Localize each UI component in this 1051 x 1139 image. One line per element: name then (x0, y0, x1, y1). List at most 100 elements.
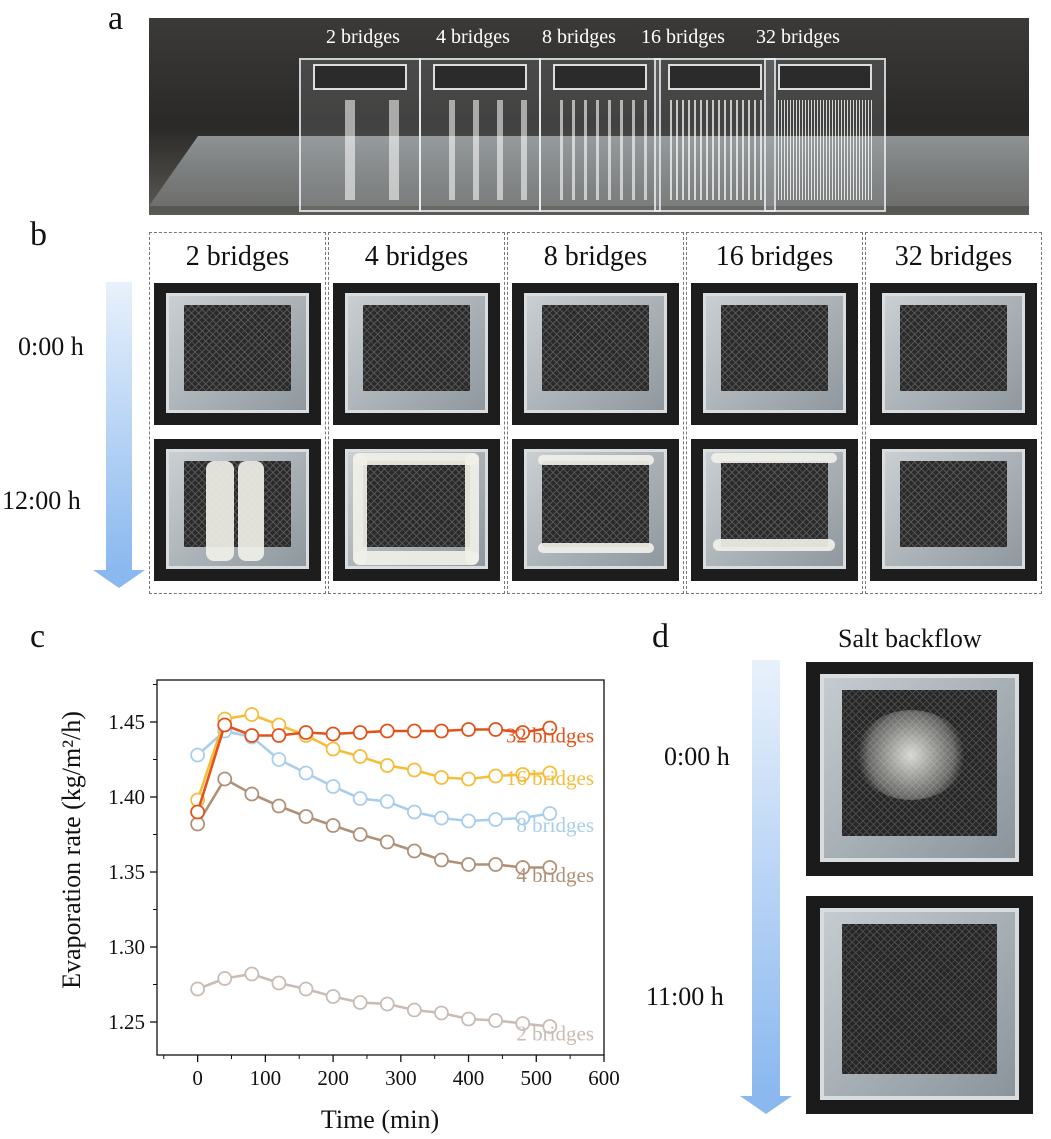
chart-series: 2 bridges 4 bridges 8 bridges 16 bridges 32 … (190, 707, 594, 1046)
data-point (352, 749, 368, 764)
photo-32-bridges-start (870, 283, 1037, 425)
data-point (298, 809, 314, 824)
data-point (190, 747, 206, 763)
data-point (434, 770, 449, 785)
data-point (379, 996, 395, 1012)
data-point (461, 813, 476, 829)
label-a-4-bridges: 4 bridges (436, 26, 510, 48)
data-point (542, 765, 558, 781)
label-a-8-bridges: 8 bridges (542, 26, 616, 48)
photo-16-bridges-end (691, 439, 858, 581)
panel-d-letter: d (652, 618, 669, 655)
data-point (542, 860, 558, 875)
data-point (244, 707, 260, 722)
time-label-end-b: 12:00 h (2, 486, 81, 515)
time-arrow-d-head (740, 1096, 792, 1114)
data-point (352, 827, 368, 842)
data-point (271, 975, 287, 991)
series-label: 32 bridges (506, 723, 594, 747)
data-point (515, 1016, 531, 1031)
x-tick-label: 600 (588, 1066, 620, 1090)
data-point (244, 786, 260, 802)
plot-frame (156, 679, 605, 1056)
data-point (217, 771, 233, 787)
data-point (379, 794, 395, 809)
series-label: 8 bridges (516, 813, 594, 837)
label-a-2-bridges: 2 bridges (326, 26, 400, 48)
data-point (515, 860, 531, 875)
device-32-bridges (764, 58, 886, 212)
column-heading: 2 bridges (185, 241, 290, 272)
photo-8-bridges-end (512, 439, 679, 581)
photo-backflow-start (806, 662, 1033, 876)
data-point (217, 971, 233, 986)
device-8-bridges (539, 58, 661, 212)
data-point (325, 818, 341, 833)
photo-4-bridges-start (333, 283, 500, 425)
data-point (488, 857, 504, 872)
data-point (271, 752, 287, 767)
x-tick-label: 500 (521, 1066, 553, 1090)
data-point (271, 728, 287, 743)
data-point (488, 722, 504, 737)
evaporation-rate-chart: 0 100 200 300 400 500 6001.251.301.351.401.45 … (57, 679, 620, 1134)
data-point (298, 725, 314, 740)
data-point (434, 852, 449, 868)
x-tick-label: 0 (192, 1066, 203, 1090)
data-point (325, 741, 341, 757)
label-a-32-bridges: 32 bridges (756, 26, 840, 48)
data-point (379, 834, 395, 850)
photo-32-bridges-end (870, 439, 1037, 581)
data-point (352, 725, 368, 740)
time-arrow-b-head (93, 570, 145, 588)
data-point (190, 816, 206, 832)
x-tick-label: 100 (250, 1066, 282, 1090)
data-point (271, 798, 287, 814)
data-point (515, 810, 531, 826)
y-tick-label: 1.45 (108, 710, 145, 734)
panel-a-letter: a (108, 0, 124, 37)
data-point (244, 728, 260, 743)
data-point (406, 804, 422, 820)
photo-2-bridges-end (154, 439, 321, 581)
device-16-bridges (654, 58, 776, 212)
column-4-bridges: 4 bridges (328, 232, 505, 594)
chart-axes: 0 100 200 300 400 500 600 1.25 1.30 1.35 1.40 1.45 (108, 679, 620, 1090)
x-tick-label: 300 (385, 1066, 417, 1090)
data-point (434, 723, 449, 739)
data-point (542, 1019, 558, 1034)
data-point (325, 989, 341, 1004)
photo-8-bridges-start (512, 283, 679, 425)
column-heading: 8 bridges (543, 241, 648, 272)
panel-d-title: Salt backflow (838, 624, 982, 653)
salt-comparison-grid: 2 bridges 4 bridges 8 bridges 16 bridges… (149, 232, 1042, 594)
data-point (488, 812, 504, 827)
column-heading: 32 bridges (894, 241, 1013, 272)
column-16-bridges: 16 bridges (686, 232, 863, 594)
y-tick-label: 1.25 (108, 1010, 145, 1034)
data-point (434, 1005, 449, 1021)
data-point (298, 765, 314, 781)
data-point (379, 758, 395, 773)
column-2-bridges: 2 bridges (149, 232, 326, 594)
data-point (325, 779, 341, 794)
data-point (488, 768, 504, 784)
label-a-16-bridges: 16 bridges (641, 26, 725, 48)
data-point (542, 720, 558, 736)
column-heading: 16 bridges (715, 241, 834, 272)
data-point (461, 1011, 476, 1027)
data-point (244, 966, 260, 982)
x-tick-label: 200 (317, 1066, 349, 1090)
data-point (352, 791, 368, 806)
y-tick-label: 1.35 (108, 860, 145, 884)
data-point (461, 771, 476, 787)
y-tick-label: 1.30 (108, 935, 145, 959)
data-point (190, 804, 206, 820)
panel-c-letter: c (30, 618, 46, 655)
photo-4-bridges-end (333, 439, 500, 581)
photo-backflow-end (806, 896, 1033, 1114)
series-label: 2 bridges (516, 1022, 594, 1046)
column-32-bridges: 32 bridges (865, 232, 1042, 594)
photo-16-bridges-start (691, 283, 858, 425)
time-label-start-b: 0:00 h (18, 332, 84, 361)
